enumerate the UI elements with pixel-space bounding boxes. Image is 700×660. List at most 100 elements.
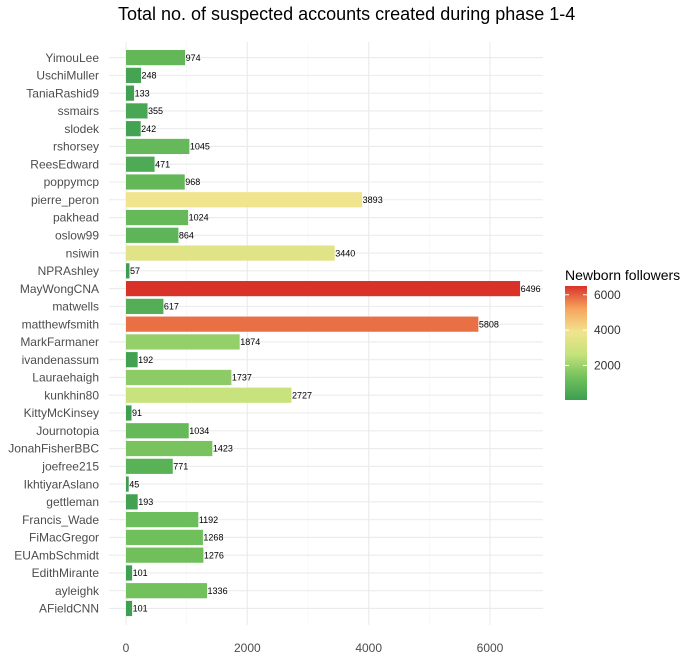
category-label: pierre_peron — [31, 193, 99, 207]
category-label: EdithMirante — [32, 566, 100, 580]
bar-value-label: 5808 — [479, 319, 499, 329]
bar-value-label: 968 — [185, 177, 200, 187]
bar — [126, 192, 363, 208]
bar-value-label: 1874 — [240, 337, 260, 347]
bar-value-label: 1268 — [203, 533, 223, 543]
category-label: matwells — [52, 300, 99, 314]
category-label: ssmairs — [58, 104, 99, 118]
category-label: EUAmbSchmidt — [14, 548, 99, 562]
bar — [126, 156, 155, 172]
bar — [126, 103, 148, 119]
legend: Newborn followers 2000 4000 6000 — [565, 267, 680, 400]
x-tick-label: 2000 — [234, 641, 261, 655]
category-label: Journotopia — [36, 424, 99, 438]
bar — [126, 138, 190, 155]
bar-value-label: 1034 — [189, 426, 209, 436]
x-tick-label: 4000 — [355, 641, 382, 655]
bar — [126, 85, 135, 101]
bar-value-label: 242 — [141, 124, 156, 134]
bar-value-label: 248 — [142, 71, 157, 81]
bar — [126, 298, 164, 314]
bar-value-label: 471 — [155, 159, 170, 169]
category-label: MarkFarmaner — [20, 335, 99, 349]
bar-value-label: 355 — [148, 106, 163, 116]
legend-tick-label: 4000 — [594, 323, 621, 337]
bar — [126, 565, 133, 581]
bar-value-label: 1192 — [199, 515, 218, 525]
category-label: poppymcp — [44, 175, 100, 189]
bar — [126, 121, 141, 137]
bar — [126, 600, 133, 617]
bar — [126, 174, 185, 190]
bars: 974 248 133 355 242 1045 471 968 3893 1024 864 3440… — [126, 50, 541, 617]
bar — [126, 547, 204, 563]
bar-value-label: 101 — [133, 568, 148, 578]
bar — [126, 50, 186, 66]
category-label: joefree215 — [41, 460, 99, 474]
category-label: NPRAshley — [38, 264, 99, 278]
legend-ticks: 2000 4000 6000 — [565, 288, 621, 372]
bar-value-label: 91 — [132, 408, 142, 418]
bar-value-label: 974 — [186, 53, 201, 63]
legend-colorbar — [565, 286, 587, 400]
category-label: matthewfsmith — [22, 317, 99, 331]
category-label: ReesEdward — [30, 157, 99, 171]
bar — [126, 227, 179, 243]
bar — [126, 67, 142, 83]
bar — [126, 423, 189, 439]
bar-value-label: 864 — [179, 231, 194, 241]
chart-title: Total no. of suspected accounts created … — [118, 4, 575, 24]
bar — [126, 281, 521, 297]
bar — [126, 529, 203, 545]
bar-value-label: 3440 — [335, 248, 355, 258]
category-label: UschiMuller — [36, 69, 99, 83]
bar — [126, 334, 240, 350]
category-label: AFieldCNN — [39, 602, 99, 616]
bar-value-label: 6496 — [521, 284, 541, 294]
bar — [126, 405, 132, 421]
category-labels: YimouLee UschiMuller TaniaRashid9 ssmairs sl… — [8, 51, 100, 616]
category-label: pakhead — [53, 211, 99, 225]
legend-tick-label: 6000 — [594, 288, 621, 302]
bar — [126, 369, 232, 386]
category-label: FiMacGregor — [29, 531, 99, 545]
bar — [126, 209, 189, 226]
bar-value-label: 3893 — [363, 195, 383, 205]
bar-value-label: 771 — [173, 462, 188, 472]
category-label: YimouLee — [45, 51, 99, 65]
bar-value-label: 1336 — [208, 586, 228, 596]
bar-value-label: 1024 — [189, 213, 209, 223]
x-axis-ticks: 0 2000 4000 6000 — [123, 641, 504, 655]
bar-value-label: 45 — [129, 479, 139, 489]
bar — [126, 245, 335, 261]
bar — [126, 352, 138, 368]
bar — [126, 512, 199, 528]
bar-value-label: 192 — [138, 355, 153, 365]
bar-value-label: 1045 — [190, 142, 210, 152]
category-label: TaniaRashid9 — [26, 86, 99, 100]
category-label: gettleman — [46, 495, 99, 509]
bar — [126, 458, 173, 474]
legend-title: Newborn followers — [565, 267, 680, 283]
bar-value-label: 57 — [130, 266, 140, 276]
x-tick-label: 6000 — [477, 641, 504, 655]
bar-value-label: 2727 — [292, 390, 312, 400]
bar — [126, 494, 138, 510]
category-label: slodek — [64, 122, 100, 136]
legend-tick-label: 2000 — [594, 358, 621, 372]
category-label: JonahFisherBBC — [8, 442, 99, 456]
category-label: KittyMcKinsey — [24, 406, 99, 420]
x-tick-label: 0 — [123, 641, 130, 655]
category-label: IkhtiyarAslano — [24, 477, 100, 491]
category-label: ivandenassum — [22, 353, 99, 367]
bar — [126, 387, 292, 403]
category-label: kunkhin80 — [44, 388, 99, 402]
bar-value-label: 133 — [135, 88, 150, 98]
bar-value-label: 193 — [138, 497, 153, 507]
bar-value-label: 1737 — [232, 373, 252, 383]
bar — [126, 316, 479, 332]
bar-value-label: 1423 — [213, 444, 233, 454]
bar — [126, 263, 130, 279]
category-label: rshorsey — [53, 140, 99, 154]
